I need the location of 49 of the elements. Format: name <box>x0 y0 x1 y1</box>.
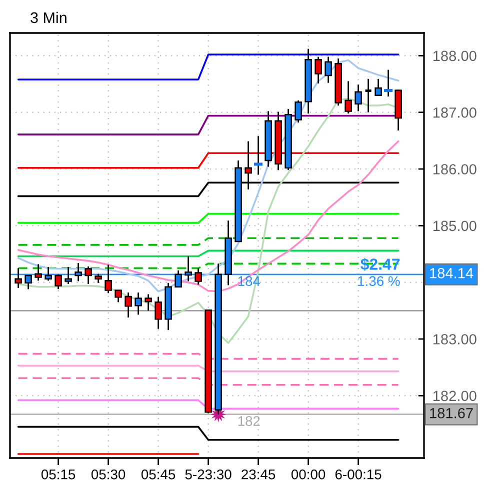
candlestick <box>374 78 382 96</box>
y-tick-label: 187.00 <box>433 107 476 118</box>
candlestick <box>134 292 142 316</box>
y-tick-label: 183.00 <box>433 334 476 344</box>
candlestick <box>354 84 362 112</box>
annotation: $2.47 <box>360 258 400 271</box>
candlestick <box>14 267 22 289</box>
x-tick-label: 05:30 <box>91 469 126 480</box>
candlestick <box>384 69 393 98</box>
candlestick <box>344 80 352 114</box>
candlestick <box>144 294 152 312</box>
candlestick <box>34 264 42 282</box>
candlestick <box>254 135 263 176</box>
candlestick <box>74 262 82 282</box>
y-tick-label: 186.00 <box>433 164 476 174</box>
line-series <box>17 140 400 292</box>
y-tick-label: 182.00 <box>433 390 476 402</box>
x-tick-label: 05:45 <box>141 469 176 480</box>
x-tick-label: 23:45 <box>242 469 276 480</box>
candlestick <box>104 264 112 294</box>
ref-line-label: 181.67 <box>430 408 473 418</box>
candlestick <box>324 56 332 84</box>
candlestick <box>194 267 202 286</box>
candlestick <box>184 256 192 282</box>
ref-line-label: 184.14 <box>430 268 474 278</box>
x-tick-label: 5-23:30 <box>185 469 232 480</box>
candlestick <box>124 292 132 318</box>
x-tick-label: 00:00 <box>291 469 326 480</box>
x-tick-label: 6-00:15 <box>335 469 382 480</box>
chart-title: 3 Min <box>30 12 66 24</box>
candlestick <box>114 290 122 303</box>
candlestick <box>314 56 322 84</box>
candlestick <box>54 274 62 290</box>
candlestick <box>84 266 92 285</box>
x-tick-label: 05:15 <box>41 469 76 480</box>
annotation: 184 <box>238 276 260 286</box>
y-tick-label: 185.00 <box>433 220 476 232</box>
candlestick <box>44 266 52 282</box>
candlestick <box>24 274 32 290</box>
line-series <box>17 59 400 292</box>
annotation: 182 <box>238 416 260 426</box>
candlestick <box>174 270 182 288</box>
annotation: 1.36 % <box>358 276 400 286</box>
candlestick <box>64 266 72 285</box>
candlestick <box>294 100 302 124</box>
candlestick <box>154 296 162 330</box>
y-tick-label: 188.00 <box>433 50 476 62</box>
candlestick <box>94 273 102 284</box>
candlestick <box>364 78 373 114</box>
